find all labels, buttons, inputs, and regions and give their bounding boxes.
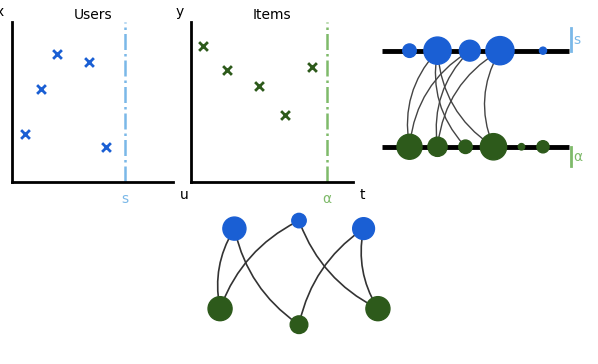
FancyArrowPatch shape <box>407 53 435 144</box>
Text: t: t <box>359 189 365 202</box>
Point <box>101 144 111 150</box>
Ellipse shape <box>223 217 246 240</box>
FancyArrowPatch shape <box>438 54 491 145</box>
FancyArrowPatch shape <box>300 230 361 322</box>
FancyArrowPatch shape <box>438 52 498 144</box>
FancyArrowPatch shape <box>218 231 233 306</box>
Text: u: u <box>180 189 188 202</box>
FancyArrowPatch shape <box>361 231 377 306</box>
Title: Items: Items <box>253 8 291 22</box>
Point <box>254 83 264 89</box>
Ellipse shape <box>539 47 547 54</box>
Point <box>36 86 46 92</box>
Text: α: α <box>573 150 582 164</box>
Ellipse shape <box>428 137 447 157</box>
Ellipse shape <box>208 297 232 321</box>
Ellipse shape <box>459 140 472 154</box>
Point <box>222 67 231 73</box>
FancyArrowPatch shape <box>435 54 463 145</box>
FancyArrowPatch shape <box>221 222 297 306</box>
Text: α: α <box>322 191 331 206</box>
Ellipse shape <box>424 37 451 64</box>
Point <box>280 112 290 118</box>
FancyArrowPatch shape <box>300 223 376 308</box>
Point <box>20 131 30 137</box>
Text: y: y <box>175 5 184 19</box>
Point <box>308 64 318 70</box>
Text: s: s <box>121 191 129 206</box>
Ellipse shape <box>397 134 422 159</box>
FancyArrowPatch shape <box>235 231 297 323</box>
Ellipse shape <box>290 316 308 333</box>
FancyArrowPatch shape <box>484 53 499 144</box>
Point <box>85 59 94 65</box>
Ellipse shape <box>353 218 374 240</box>
Ellipse shape <box>518 143 524 150</box>
Ellipse shape <box>486 36 514 65</box>
FancyArrowPatch shape <box>410 52 468 144</box>
Ellipse shape <box>480 134 507 160</box>
Text: x: x <box>0 5 4 19</box>
Ellipse shape <box>292 213 306 228</box>
FancyArrowPatch shape <box>436 53 468 144</box>
Ellipse shape <box>537 141 549 153</box>
Point <box>198 43 208 49</box>
Point <box>53 51 62 57</box>
Ellipse shape <box>366 297 390 321</box>
Ellipse shape <box>459 40 480 61</box>
Title: Users: Users <box>74 8 112 22</box>
Ellipse shape <box>403 44 416 58</box>
Text: s: s <box>573 33 580 47</box>
